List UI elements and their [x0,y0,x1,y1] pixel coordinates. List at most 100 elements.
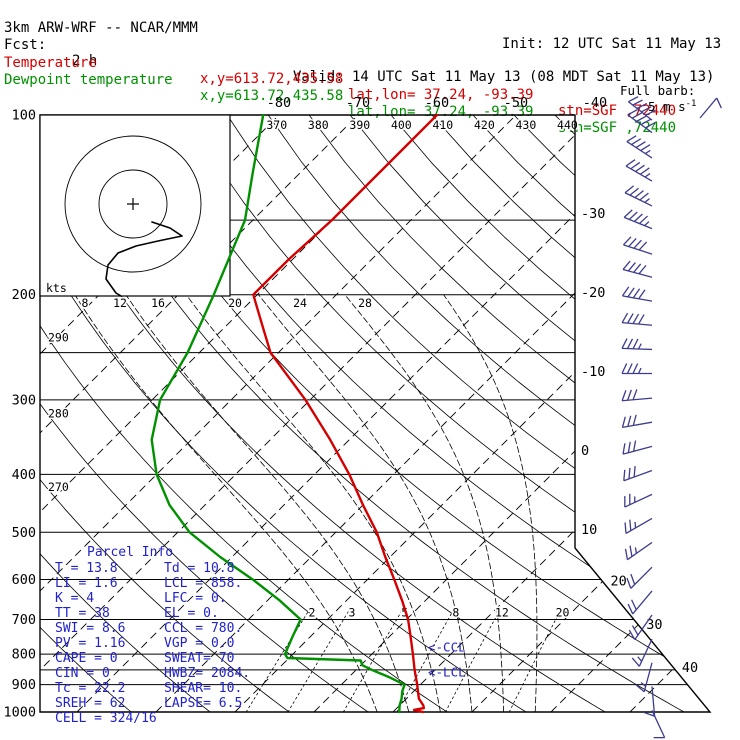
wind-barb [624,493,653,508]
wind-barb [628,614,653,640]
svg-text:3: 3 [348,605,355,619]
svg-text:40: 40 [682,660,698,676]
svg-text:CAPE = 0: CAPE = 0 [55,651,118,666]
svg-text:Td = 10.8: Td = 10.8 [164,561,234,576]
temperature-curve [252,113,439,714]
wind-barb [623,465,653,482]
svg-text:700: 700 [12,612,36,628]
svg-text:420: 420 [474,118,495,132]
svg-text:-60: -60 [425,95,449,111]
svg-text:200: 200 [12,287,36,303]
svg-text:EL = 0.: EL = 0. [164,606,219,621]
valid-time: Valid: 14 UTC Sat 11 May 13 (08 MDT Sat … [293,69,715,85]
svg-text:1000: 1000 [3,705,36,721]
svg-text:0: 0 [581,443,589,459]
wind-barb [624,185,653,207]
svg-text:<-CCL: <-CCL [428,640,466,655]
svg-text:370: 370 [266,118,287,132]
svg-text:8: 8 [452,605,459,619]
svg-text:-40: -40 [583,95,607,111]
svg-text:-10: -10 [581,364,605,380]
svg-text:400: 400 [391,118,412,132]
svg-text:T = 13.8: T = 13.8 [55,561,118,576]
wind-barb [626,135,653,159]
svg-text:SREH = 62: SREH = 62 [55,696,125,711]
svg-text:CELL = 324/16: CELL = 324/16 [55,711,157,726]
svg-text:5 m s-1: 5 m s-1 [648,99,696,114]
wind-barb [624,541,653,561]
svg-text:280: 280 [48,406,69,420]
wind-barb [626,566,653,589]
temperature-xy: x,y=613.72,435.58 [200,71,344,87]
svg-text:CIN = 0: CIN = 0 [55,666,110,681]
svg-text:LCL = 858.: LCL = 858. [164,576,242,591]
svg-text:-20: -20 [581,285,605,301]
svg-text:400: 400 [12,467,36,483]
svg-text:Full barb:: Full barb: [620,83,695,98]
svg-text:100: 100 [12,108,36,124]
svg-text:410: 410 [432,118,453,132]
wind-barb [621,414,653,429]
wind-barb [623,209,653,230]
svg-text:800: 800 [12,647,36,663]
svg-text:28: 28 [358,296,372,310]
svg-text:390: 390 [349,118,370,132]
svg-text:500: 500 [12,525,36,541]
svg-text:SHEAR= 10.: SHEAR= 10. [164,681,242,696]
svg-text:HWBZ= 2084.: HWBZ= 2084. [164,666,250,681]
svg-text:-80: -80 [267,95,291,111]
svg-text:-30: -30 [581,206,605,222]
wind-barb [635,662,653,693]
wind-barb [627,109,656,134]
wind-barb [624,517,653,535]
sounding-curves [150,113,439,714]
svg-text:2: 2 [309,605,316,619]
svg-text:20: 20 [611,573,627,589]
svg-text:SWEAT= 70: SWEAT= 70 [164,651,234,666]
svg-text:300: 300 [12,392,36,408]
svg-text:CCL = 780.: CCL = 780. [164,621,242,636]
svg-text:600: 600 [12,572,36,588]
svg-text:<-LCL: <-LCL [428,664,466,679]
svg-text:LAPSE= 6.5: LAPSE= 6.5 [164,696,242,711]
svg-text:24: 24 [293,296,307,310]
svg-text:30: 30 [646,617,662,633]
wind-barb [621,312,653,326]
wind-barb [621,389,653,402]
svg-text:12: 12 [495,605,509,619]
fcst-label: Fcst: [4,37,47,53]
fcst-value: 2 h [72,53,98,69]
wind-barb [622,236,653,255]
svg-text:8: 8 [82,296,89,310]
temperature-header-row: Temperature x,y=613.72,435.58 lat,lon= 3… [0,39,740,119]
header-row-2: Fcst: 2 h Valid: 14 UTC Sat 11 May 13 (0… [0,21,740,85]
temperature-label: Temperature [4,55,97,71]
wind-barb [621,338,653,351]
svg-text:10: 10 [581,522,597,538]
barb-legend: Full barb:5 m s-1 [620,83,722,119]
svg-text:PV = 1.16: PV = 1.16 [55,636,125,651]
model-title: 3km ARW-WRF -- NCAR/MMM [4,20,198,36]
dewpoint-label: Dewpoint temperature [4,72,173,88]
svg-text:430: 430 [516,118,537,132]
wind-barb [644,686,656,717]
svg-text:20: 20 [228,296,242,310]
svg-text:16: 16 [151,296,165,310]
plot-border [39,114,712,713]
svg-text:270: 270 [48,480,69,494]
svg-text:20: 20 [556,605,570,619]
dewpoint-curve [150,113,406,714]
wind-barb-column [621,96,666,739]
svg-text:TT = 38: TT = 38 [55,606,110,621]
svg-text:900: 900 [12,677,36,693]
wind-barb [621,363,652,375]
init-time: Init: 12 UTC Sat 11 May 13 [502,36,722,52]
wind-barb [622,440,653,455]
svg-text:380: 380 [308,118,329,132]
svg-text:290: 290 [48,331,69,345]
svg-text:VGP = 0.0: VGP = 0.0 [164,636,234,651]
wind-barb [631,638,653,667]
